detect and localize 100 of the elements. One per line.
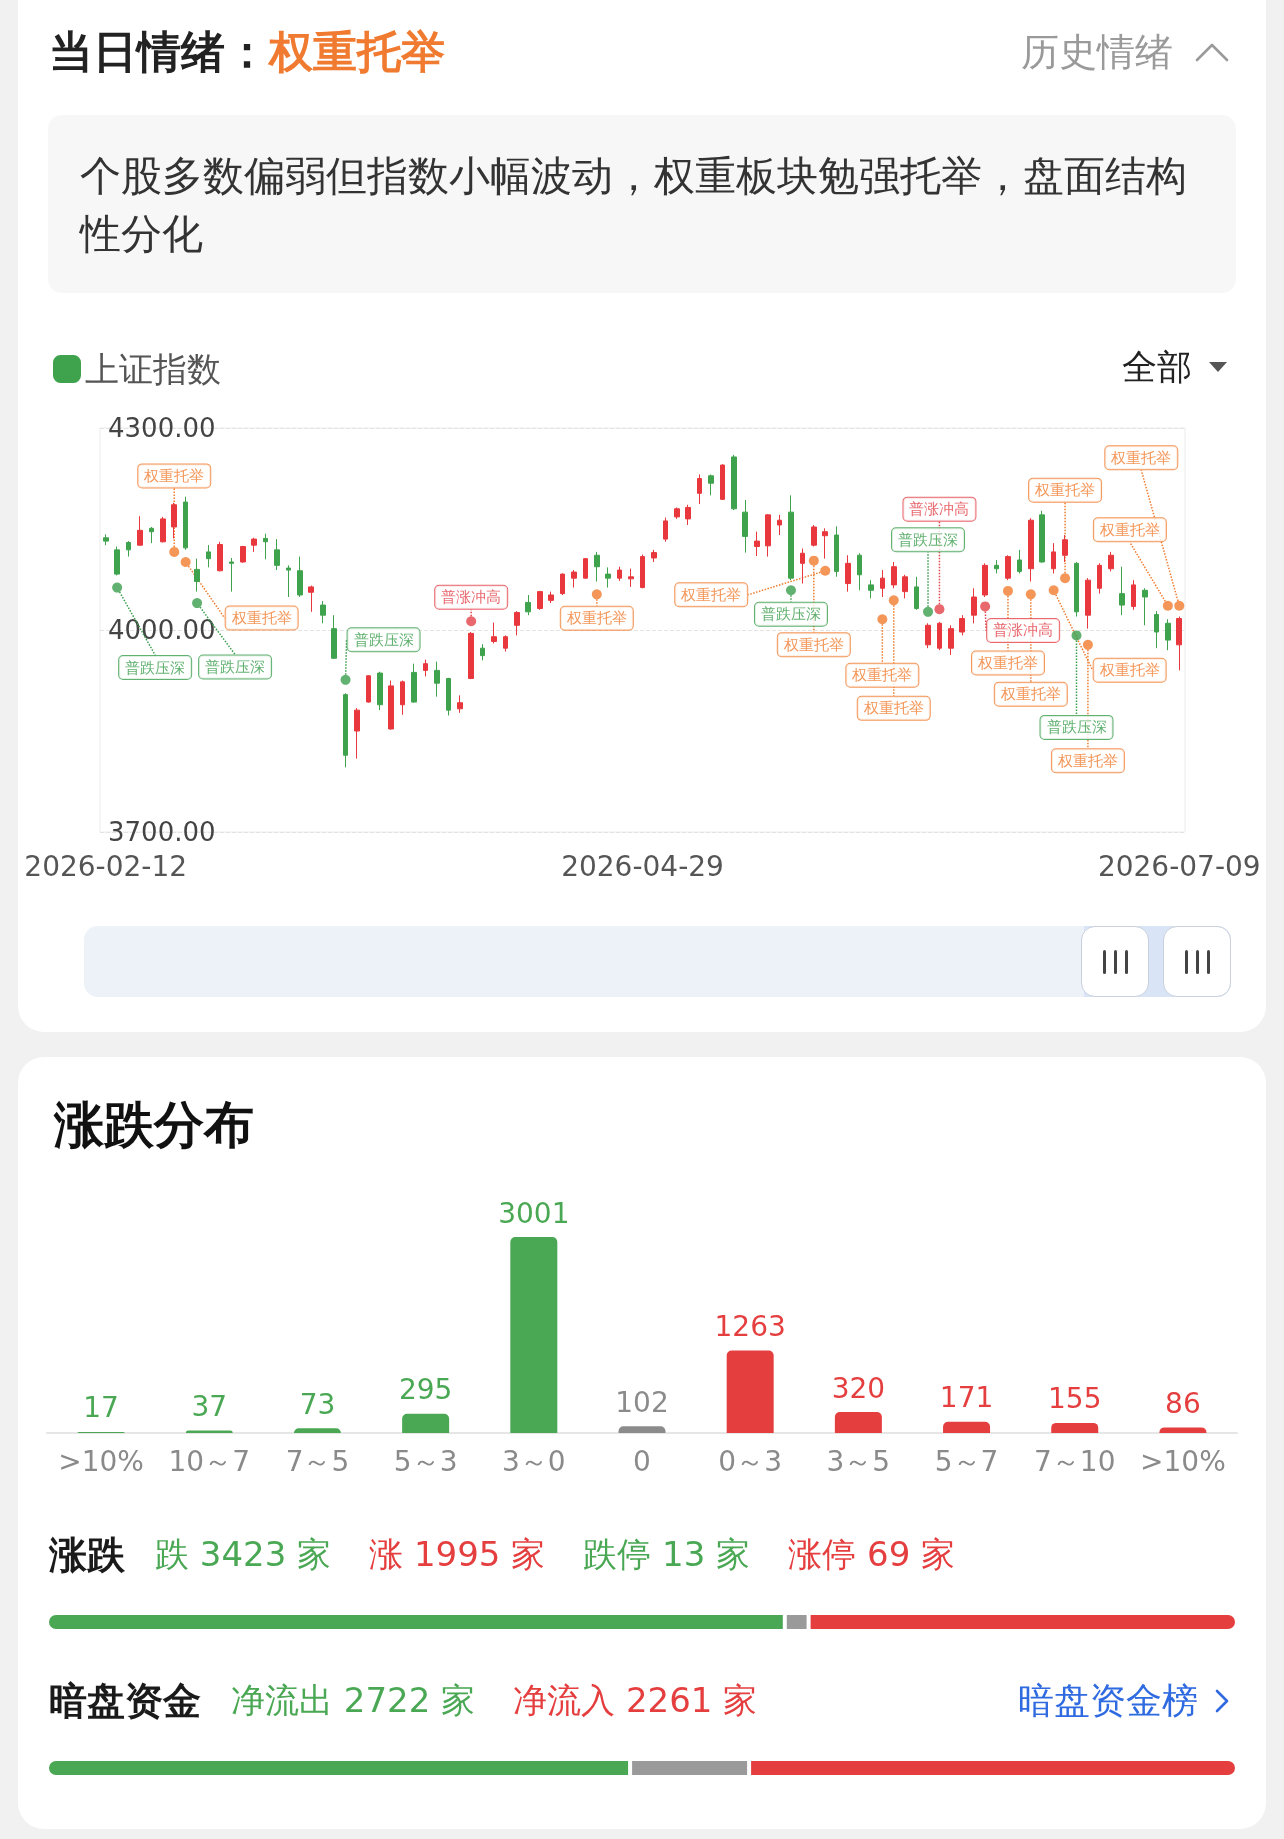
candlestick bbox=[651, 549, 657, 563]
data-label: 普涨冲高 bbox=[441, 588, 502, 607]
candlestick bbox=[366, 674, 371, 704]
text: 涨停 69 家 bbox=[788, 1533, 956, 1576]
candlestick bbox=[925, 622, 931, 649]
candlestick bbox=[274, 538, 280, 571]
text: 全部 bbox=[1122, 345, 1192, 389]
point bbox=[169, 546, 180, 557]
candlestick bbox=[468, 631, 474, 680]
candlestick bbox=[1131, 579, 1136, 611]
candlestick bbox=[1097, 562, 1102, 595]
candlestick bbox=[640, 554, 645, 589]
candlestick bbox=[845, 554, 851, 593]
candlestick bbox=[1005, 554, 1011, 581]
candlestick bbox=[914, 576, 919, 611]
text: 历史情绪 bbox=[1021, 28, 1173, 76]
point bbox=[808, 555, 819, 566]
point bbox=[192, 598, 203, 609]
candlestick bbox=[720, 463, 725, 501]
data-label: 权重托举 bbox=[782, 635, 844, 654]
candlestick bbox=[811, 524, 817, 548]
candlestick bbox=[183, 496, 188, 551]
legend-label: 上证指数 bbox=[85, 349, 221, 389]
candlestick bbox=[320, 600, 326, 624]
x-tick-label: 2026-07-09 bbox=[1097, 849, 1261, 883]
chart-title: 涨跌分布 bbox=[53, 1096, 254, 1154]
candlestick bbox=[491, 622, 497, 644]
candlestick bbox=[503, 634, 508, 653]
data-label: 权重托举 bbox=[1034, 481, 1096, 500]
candlestick bbox=[1154, 610, 1159, 649]
candlestick bbox=[103, 533, 109, 546]
data-label: 普涨冲高 bbox=[909, 500, 970, 519]
bar bbox=[402, 1413, 450, 1433]
y-tick-label: 3700.00 bbox=[108, 817, 216, 847]
x-tick-label: 3～0 bbox=[502, 1444, 566, 1478]
candlestick bbox=[902, 574, 908, 599]
bar bbox=[293, 1428, 341, 1433]
bar bbox=[1159, 1427, 1207, 1433]
point bbox=[1082, 639, 1093, 650]
data-label: 普跌压深 bbox=[760, 605, 821, 624]
candlestick bbox=[286, 564, 291, 598]
candlestick bbox=[1142, 587, 1148, 626]
x-tick-label: >10% bbox=[58, 1444, 144, 1478]
candlestick bbox=[948, 624, 954, 656]
bar bbox=[1051, 1422, 1099, 1433]
candlestick bbox=[1108, 551, 1114, 572]
bar bbox=[834, 1412, 882, 1433]
point bbox=[112, 582, 123, 593]
candlestick bbox=[994, 559, 999, 574]
candlestick bbox=[1017, 549, 1022, 574]
point bbox=[980, 601, 991, 612]
candlestick bbox=[788, 494, 794, 581]
candlestick bbox=[240, 545, 246, 564]
point bbox=[591, 589, 602, 600]
data-label: 权重托举 bbox=[1056, 751, 1118, 770]
data-label: 权重托举 bbox=[143, 466, 205, 485]
candlestick bbox=[982, 562, 988, 598]
bar bbox=[943, 1421, 991, 1433]
text: 净流出 2722 家 bbox=[231, 1679, 476, 1722]
data-label: 权重托举 bbox=[565, 609, 627, 628]
candlestick bbox=[1028, 517, 1034, 583]
candlestick bbox=[857, 552, 862, 591]
data-label: 155 bbox=[1048, 1382, 1102, 1416]
data-label: 3001 bbox=[498, 1196, 570, 1230]
x-tick-label: 5～7 bbox=[934, 1444, 999, 1478]
data-label: 320 bbox=[831, 1371, 886, 1405]
data-label: 73 bbox=[299, 1387, 336, 1421]
x-tick-label: 3～5 bbox=[826, 1444, 891, 1478]
point bbox=[466, 616, 477, 627]
candlestick bbox=[880, 569, 885, 598]
point bbox=[1025, 589, 1036, 600]
candlestick bbox=[297, 556, 303, 598]
point bbox=[1174, 600, 1185, 611]
data-label: 权重托举 bbox=[862, 699, 924, 718]
candlestick bbox=[822, 527, 828, 560]
candlestick bbox=[126, 540, 131, 558]
point bbox=[1048, 585, 1059, 596]
data-label: 权重托举 bbox=[1110, 448, 1172, 467]
candlestick bbox=[1119, 566, 1125, 616]
candlestick bbox=[194, 558, 200, 593]
data-label: 普涨冲高 bbox=[993, 621, 1054, 640]
candlestick bbox=[742, 499, 748, 554]
candlestick bbox=[708, 473, 714, 496]
candlestick bbox=[937, 621, 942, 651]
candlestick bbox=[765, 513, 771, 558]
candlestick bbox=[229, 557, 234, 593]
data-label: 1263 bbox=[714, 1310, 786, 1344]
candlestick bbox=[971, 587, 977, 624]
candlestick bbox=[594, 551, 600, 583]
data-label: 权重托举 bbox=[1098, 520, 1160, 539]
candlestick bbox=[628, 568, 634, 588]
data-label: 17 bbox=[83, 1391, 119, 1425]
x-tick-label: 2026-02-12 bbox=[24, 849, 188, 883]
candlestick bbox=[206, 544, 211, 568]
candlestick bbox=[525, 594, 531, 616]
data-label: 权重托举 bbox=[680, 585, 742, 604]
candlestick bbox=[263, 533, 268, 560]
candlestick bbox=[217, 541, 223, 572]
candlestick bbox=[423, 659, 428, 677]
chart-subtitle: 暗盘资金榜 bbox=[1018, 1678, 1198, 1723]
